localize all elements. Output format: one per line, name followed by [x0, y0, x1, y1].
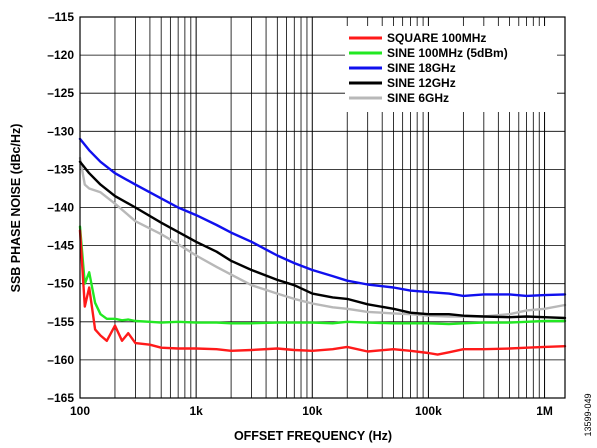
figure-id-note: 13599-049 — [583, 393, 593, 436]
x-axis-title: OFFSET FREQUENCY (Hz) — [234, 429, 392, 443]
x-tick-label: 10k — [302, 404, 322, 418]
y-axis-title: SSB PHASE NOISE (dBc/Hz) — [9, 124, 23, 293]
data-series — [78, 137, 567, 356]
plot-frame — [79, 16, 566, 399]
series-line-sine-100mhz-5dbm — [78, 225, 567, 326]
tick-labels: –115 –120 –125 –130 –135 –140 –145 –150 –155 –160… — [47, 10, 553, 418]
y-tick-label: –150 — [47, 277, 74, 291]
y-tick-label: –165 — [47, 391, 74, 405]
series-line-sine-18ghz — [78, 137, 567, 298]
legend-label: SINE 100MHz (5dBm) — [387, 46, 508, 60]
x-tick-label: 1M — [536, 404, 553, 418]
legend-label: SQUARE 100MHz — [387, 31, 486, 45]
y-tick-label: –125 — [47, 86, 74, 100]
y-tick-label: –135 — [47, 162, 74, 176]
series-line-square-100mhz — [78, 229, 567, 356]
series-line-sine-12ghz — [78, 160, 567, 320]
x-tick-label: 100k — [415, 404, 442, 418]
y-tick-label: –130 — [47, 124, 74, 138]
legend-label: SINE 12GHz — [387, 76, 456, 90]
legend-label: SINE 18GHz — [387, 61, 456, 75]
x-tick-label: 100 — [70, 404, 90, 418]
grid-lines — [80, 16, 565, 399]
y-tick-label: –160 — [47, 353, 74, 367]
y-tick-label: –120 — [47, 48, 74, 62]
x-tick-label: 1k — [189, 404, 203, 418]
y-tick-label: –140 — [47, 201, 74, 215]
y-tick-label: –155 — [47, 315, 74, 329]
y-tick-label: –115 — [48, 10, 74, 24]
y-tick-label: –145 — [47, 239, 74, 253]
legend-label: SINE 6GHz — [387, 91, 449, 105]
